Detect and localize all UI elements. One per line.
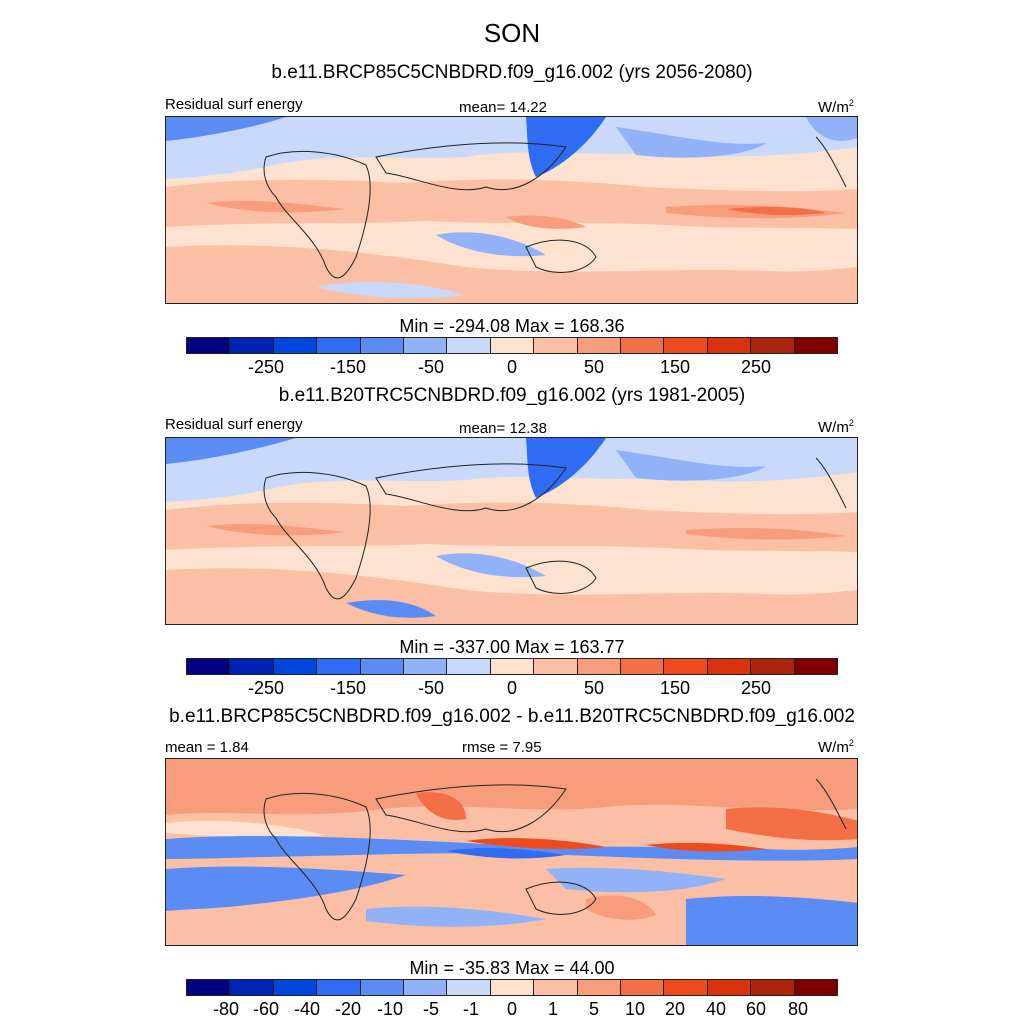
colorbar-tick: 250 bbox=[740, 678, 772, 698]
colorbar-tick: -80 bbox=[212, 999, 240, 1019]
colorbar-tick: 0 bbox=[506, 357, 518, 377]
colorbar-box bbox=[317, 659, 361, 674]
colorbar-box bbox=[404, 338, 448, 353]
colorbar-tick: 0 bbox=[506, 999, 518, 1019]
colorbar-tick: -10 bbox=[376, 999, 404, 1019]
panel-1-colorbar-ticks: -250 -150 -50 0 50 150 250 bbox=[186, 357, 838, 377]
colorbar-tick: -250 bbox=[247, 357, 285, 377]
panel-1-colorbar bbox=[186, 337, 838, 354]
panel-1-mean-label: mean= 14.22 bbox=[459, 99, 547, 116]
panel-2-title: b.e11.B20TRC5CNBDRD.f09_g16.002 (yrs 198… bbox=[278, 385, 746, 406]
colorbar-tick: 40 bbox=[705, 999, 727, 1019]
colorbar-tick: 60 bbox=[745, 999, 767, 1019]
colorbar-box bbox=[664, 338, 708, 353]
colorbar-tick: -60 bbox=[252, 999, 280, 1019]
colorbar-box bbox=[577, 659, 622, 674]
colorbar-tick: 10 bbox=[624, 999, 646, 1019]
panel-1-variable-label: Residual surf energy bbox=[165, 96, 303, 113]
colorbar-box bbox=[273, 980, 318, 995]
panel-1-minmax: Min = -294.08 Max = 168.36 bbox=[399, 316, 625, 336]
colorbar-box bbox=[490, 659, 535, 674]
colorbar-box bbox=[794, 980, 838, 995]
panel-3-colorbar-ticks: -80 -60 -40 -20 -10 -5 -1 0 1 5 10 20 40… bbox=[186, 999, 838, 1019]
colorbar-box bbox=[534, 659, 578, 674]
colorbar-box bbox=[664, 980, 708, 995]
colorbar-box bbox=[621, 980, 665, 995]
colorbar-tick: 150 bbox=[659, 357, 691, 377]
colorbar-box bbox=[751, 659, 795, 674]
colorbar-box bbox=[360, 659, 405, 674]
colorbar-tick: -20 bbox=[334, 999, 362, 1019]
colorbar-box bbox=[317, 338, 361, 353]
colorbar-box bbox=[360, 338, 405, 353]
colorbar-box bbox=[230, 659, 274, 674]
panel-1-units-label: W/m2 bbox=[818, 98, 854, 116]
colorbar-tick: -150 bbox=[329, 678, 367, 698]
colorbar-tick: -50 bbox=[417, 678, 445, 698]
colorbar-box bbox=[664, 659, 708, 674]
colorbar-tick: -50 bbox=[417, 357, 445, 377]
colorbar-tick: 0 bbox=[506, 678, 518, 698]
panel-2-colorbar-ticks: -250 -150 -50 0 50 150 250 bbox=[186, 678, 838, 698]
panel-1-title: b.e11.BRCP85C5CNBDRD.f09_g16.002 (yrs 20… bbox=[271, 62, 753, 83]
colorbar-box bbox=[751, 980, 795, 995]
panel-3-minmax: Min = -35.83 Max = 44.00 bbox=[409, 958, 615, 978]
colorbar-box bbox=[534, 338, 578, 353]
panel-3-colorbar bbox=[186, 979, 838, 996]
panel-3-rmse-label: rmse = 7.95 bbox=[462, 739, 542, 756]
colorbar-tick: 150 bbox=[659, 678, 691, 698]
panel-3-mean-label: mean = 1.84 bbox=[165, 739, 249, 756]
colorbar-box bbox=[447, 980, 491, 995]
colorbar-box bbox=[187, 980, 231, 995]
colorbar-tick: 5 bbox=[588, 999, 600, 1019]
colorbar-box bbox=[404, 980, 448, 995]
colorbar-box bbox=[707, 659, 752, 674]
colorbar-box bbox=[621, 338, 665, 353]
panel-3-title: b.e11.BRCP85C5CNBDRD.f09_g16.002 - b.e11… bbox=[169, 706, 855, 727]
colorbar-box bbox=[794, 659, 838, 674]
panel-3-units-label: W/m2 bbox=[818, 738, 854, 756]
panel-2-units-label: W/m2 bbox=[818, 418, 854, 436]
colorbar-box bbox=[751, 338, 795, 353]
colorbar-box bbox=[273, 338, 318, 353]
colorbar-box bbox=[707, 338, 752, 353]
colorbar-tick: -40 bbox=[293, 999, 321, 1019]
colorbar-box bbox=[794, 338, 838, 353]
colorbar-box bbox=[404, 659, 448, 674]
colorbar-box bbox=[187, 659, 231, 674]
panel-2-mean-label: mean= 12.38 bbox=[459, 420, 547, 437]
colorbar-box bbox=[577, 338, 622, 353]
colorbar-box bbox=[317, 980, 361, 995]
colorbar-box bbox=[273, 659, 318, 674]
colorbar-box bbox=[707, 980, 752, 995]
panel-3-map bbox=[165, 758, 858, 946]
colorbar-box bbox=[621, 659, 665, 674]
colorbar-box bbox=[490, 338, 535, 353]
panel-1-map bbox=[165, 116, 858, 304]
panel-2-minmax: Min = -337.00 Max = 163.77 bbox=[399, 637, 625, 657]
colorbar-tick: 50 bbox=[583, 678, 605, 698]
colorbar-tick: 80 bbox=[787, 999, 809, 1019]
panel-2-colorbar bbox=[186, 658, 838, 675]
figure-title: SON bbox=[483, 18, 541, 48]
colorbar-tick: 250 bbox=[740, 357, 772, 377]
colorbar-tick: -250 bbox=[247, 678, 285, 698]
colorbar-box bbox=[490, 980, 535, 995]
colorbar-tick: -150 bbox=[329, 357, 367, 377]
colorbar-box bbox=[360, 980, 405, 995]
colorbar-box bbox=[230, 980, 274, 995]
colorbar-box bbox=[534, 980, 578, 995]
colorbar-box bbox=[577, 980, 622, 995]
colorbar-box bbox=[230, 338, 274, 353]
colorbar-tick: 20 bbox=[664, 999, 686, 1019]
colorbar-box bbox=[187, 338, 231, 353]
colorbar-tick: -1 bbox=[462, 999, 480, 1019]
colorbar-tick: -5 bbox=[422, 999, 440, 1019]
colorbar-box bbox=[447, 338, 491, 353]
panel-2-map bbox=[165, 437, 858, 625]
colorbar-box bbox=[447, 659, 491, 674]
panel-2-variable-label: Residual surf energy bbox=[165, 416, 303, 433]
colorbar-tick: 1 bbox=[547, 999, 559, 1019]
colorbar-tick: 50 bbox=[583, 357, 605, 377]
